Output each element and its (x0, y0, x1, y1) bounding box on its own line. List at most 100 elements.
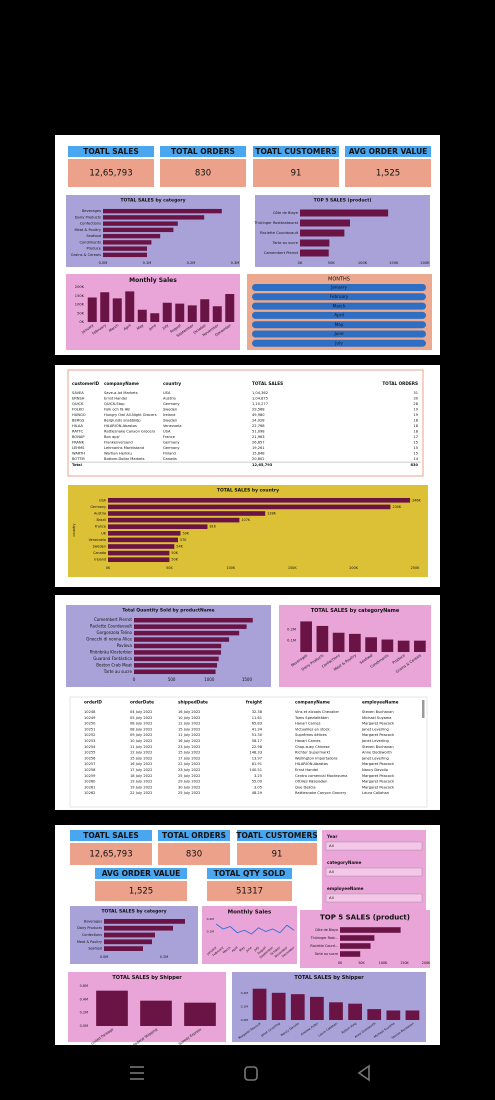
table-cell: 55.09 (252, 780, 263, 784)
table-cell: Michael Suyama (362, 716, 392, 720)
dropdown-value: All (329, 895, 334, 900)
kpi-value: 1,525 (129, 887, 153, 897)
category-label: Pavlova (117, 643, 133, 648)
bar (134, 624, 247, 629)
table-cell: 18 July 2022 (130, 774, 152, 778)
kpi-value: 12,65,793 (89, 850, 132, 860)
table-cell: 10251 (84, 727, 95, 731)
y-tick-label: 0.2M (80, 1011, 88, 1015)
kpi-box (345, 159, 431, 187)
table-cell: 29 July 2022 (178, 780, 200, 784)
table-cell: Rattlesnake Canyon Grocery (295, 791, 347, 795)
table-cell: 10258 (84, 768, 96, 772)
table-cell: 16 July 2022 (178, 739, 200, 743)
kpi-label: AVG ORDER VALUE (102, 869, 181, 878)
table-cell: 41.34 (252, 727, 263, 731)
data-label: 128K (267, 512, 276, 516)
table-cell: 10250 (84, 722, 96, 726)
y-tick-label: 0.0M (80, 1024, 88, 1028)
table-cell: 18 (413, 419, 418, 423)
x-tick-label: 100K (358, 261, 368, 265)
bar (134, 643, 222, 649)
bar (150, 313, 160, 322)
column-header: companyName (295, 700, 330, 705)
category-label: Gorgonzola Telino (97, 630, 133, 635)
column-header: TOTAL SALES (252, 381, 283, 386)
x-tick-label: 150K (288, 566, 297, 570)
category-label: Seafood (88, 947, 102, 951)
x-tick-label: 200K (420, 261, 430, 265)
table-cell: USA (163, 391, 171, 395)
y-tick-label: 0.1M (287, 639, 296, 643)
back-button[interactable] (357, 1064, 370, 1082)
kpi-value: 91 (291, 169, 302, 179)
slicer-item-label: March (333, 303, 346, 308)
bar (300, 621, 312, 652)
table-cell: 10248 (84, 710, 96, 714)
bar (112, 298, 122, 322)
y-tick-label: 0.6M (80, 984, 88, 988)
category-label: UK (101, 531, 106, 535)
home-button[interactable] (244, 1066, 258, 1081)
bar (252, 988, 267, 1020)
table-cell: 14 (413, 457, 418, 461)
x-tick-label: 0.0M (99, 261, 108, 265)
kpi-box (158, 843, 230, 865)
table-cell: BONAP (72, 435, 85, 439)
dropdown[interactable] (325, 893, 423, 903)
x-tick-label: 0.0M (100, 955, 108, 959)
recents-button[interactable] (130, 1066, 144, 1080)
table-cell: 10 July 2022 (178, 716, 200, 720)
axis-label: country (72, 524, 76, 537)
slicer-item[interactable] (252, 311, 426, 319)
table-cell: 15 (413, 452, 418, 456)
bar (137, 309, 147, 322)
bar (300, 209, 389, 217)
bar (104, 946, 143, 951)
x-tick-label: 100K (379, 961, 388, 965)
x-tick-label: 0K (338, 961, 343, 965)
slicer-item[interactable] (252, 339, 426, 347)
x-tick-label: October (193, 323, 208, 335)
bar (300, 249, 329, 257)
table-cell: 10262 (84, 791, 95, 795)
kpi-header (95, 868, 187, 879)
table-cell: 19 (413, 413, 418, 417)
kpi-value: 830 (186, 850, 202, 860)
bar (134, 617, 253, 623)
bar (134, 630, 240, 636)
table-cell: Hanari Carnes (295, 739, 321, 743)
bar (329, 1002, 343, 1020)
table-cell: 15 (413, 446, 418, 450)
slicer-item[interactable] (252, 330, 426, 338)
chart-title: Monthly Sales (228, 909, 272, 915)
filter-label: employeeName (327, 886, 364, 891)
slicer-item-label: January (330, 285, 347, 290)
slicer-item[interactable] (252, 284, 426, 291)
kpi-header (207, 868, 292, 879)
dropdown[interactable] (325, 841, 423, 851)
data-label: 246K (412, 498, 421, 502)
x-tick-label: 250K (411, 566, 420, 570)
data-label: 59K (182, 531, 189, 535)
x-tick-label: 1500 (242, 677, 253, 682)
dropdown[interactable] (325, 867, 423, 877)
x-tick-label: Seafood (359, 653, 373, 665)
bar (103, 208, 222, 214)
slicer-item-label: April (334, 313, 344, 318)
chart-title: TOTAL SALES by country (217, 488, 279, 494)
table-cell: Janet Leverling (361, 727, 389, 731)
table-cell: 10256 (84, 756, 96, 760)
slicer-item[interactable] (252, 321, 426, 329)
table-cell: 13.97 (252, 756, 262, 760)
slicer-item[interactable] (252, 293, 426, 301)
table-cell: LEHMS (72, 446, 85, 450)
table-cell: 24,928 (252, 419, 265, 423)
table-cell: Hungry Owl All-Night Grocers (104, 413, 157, 417)
slicer-item[interactable] (252, 302, 426, 310)
x-tick-label: 1000 (204, 677, 215, 682)
x-tick-label: 200K (349, 566, 358, 570)
category-label: USA (99, 498, 107, 502)
table-cell: Venezuela (163, 424, 181, 428)
